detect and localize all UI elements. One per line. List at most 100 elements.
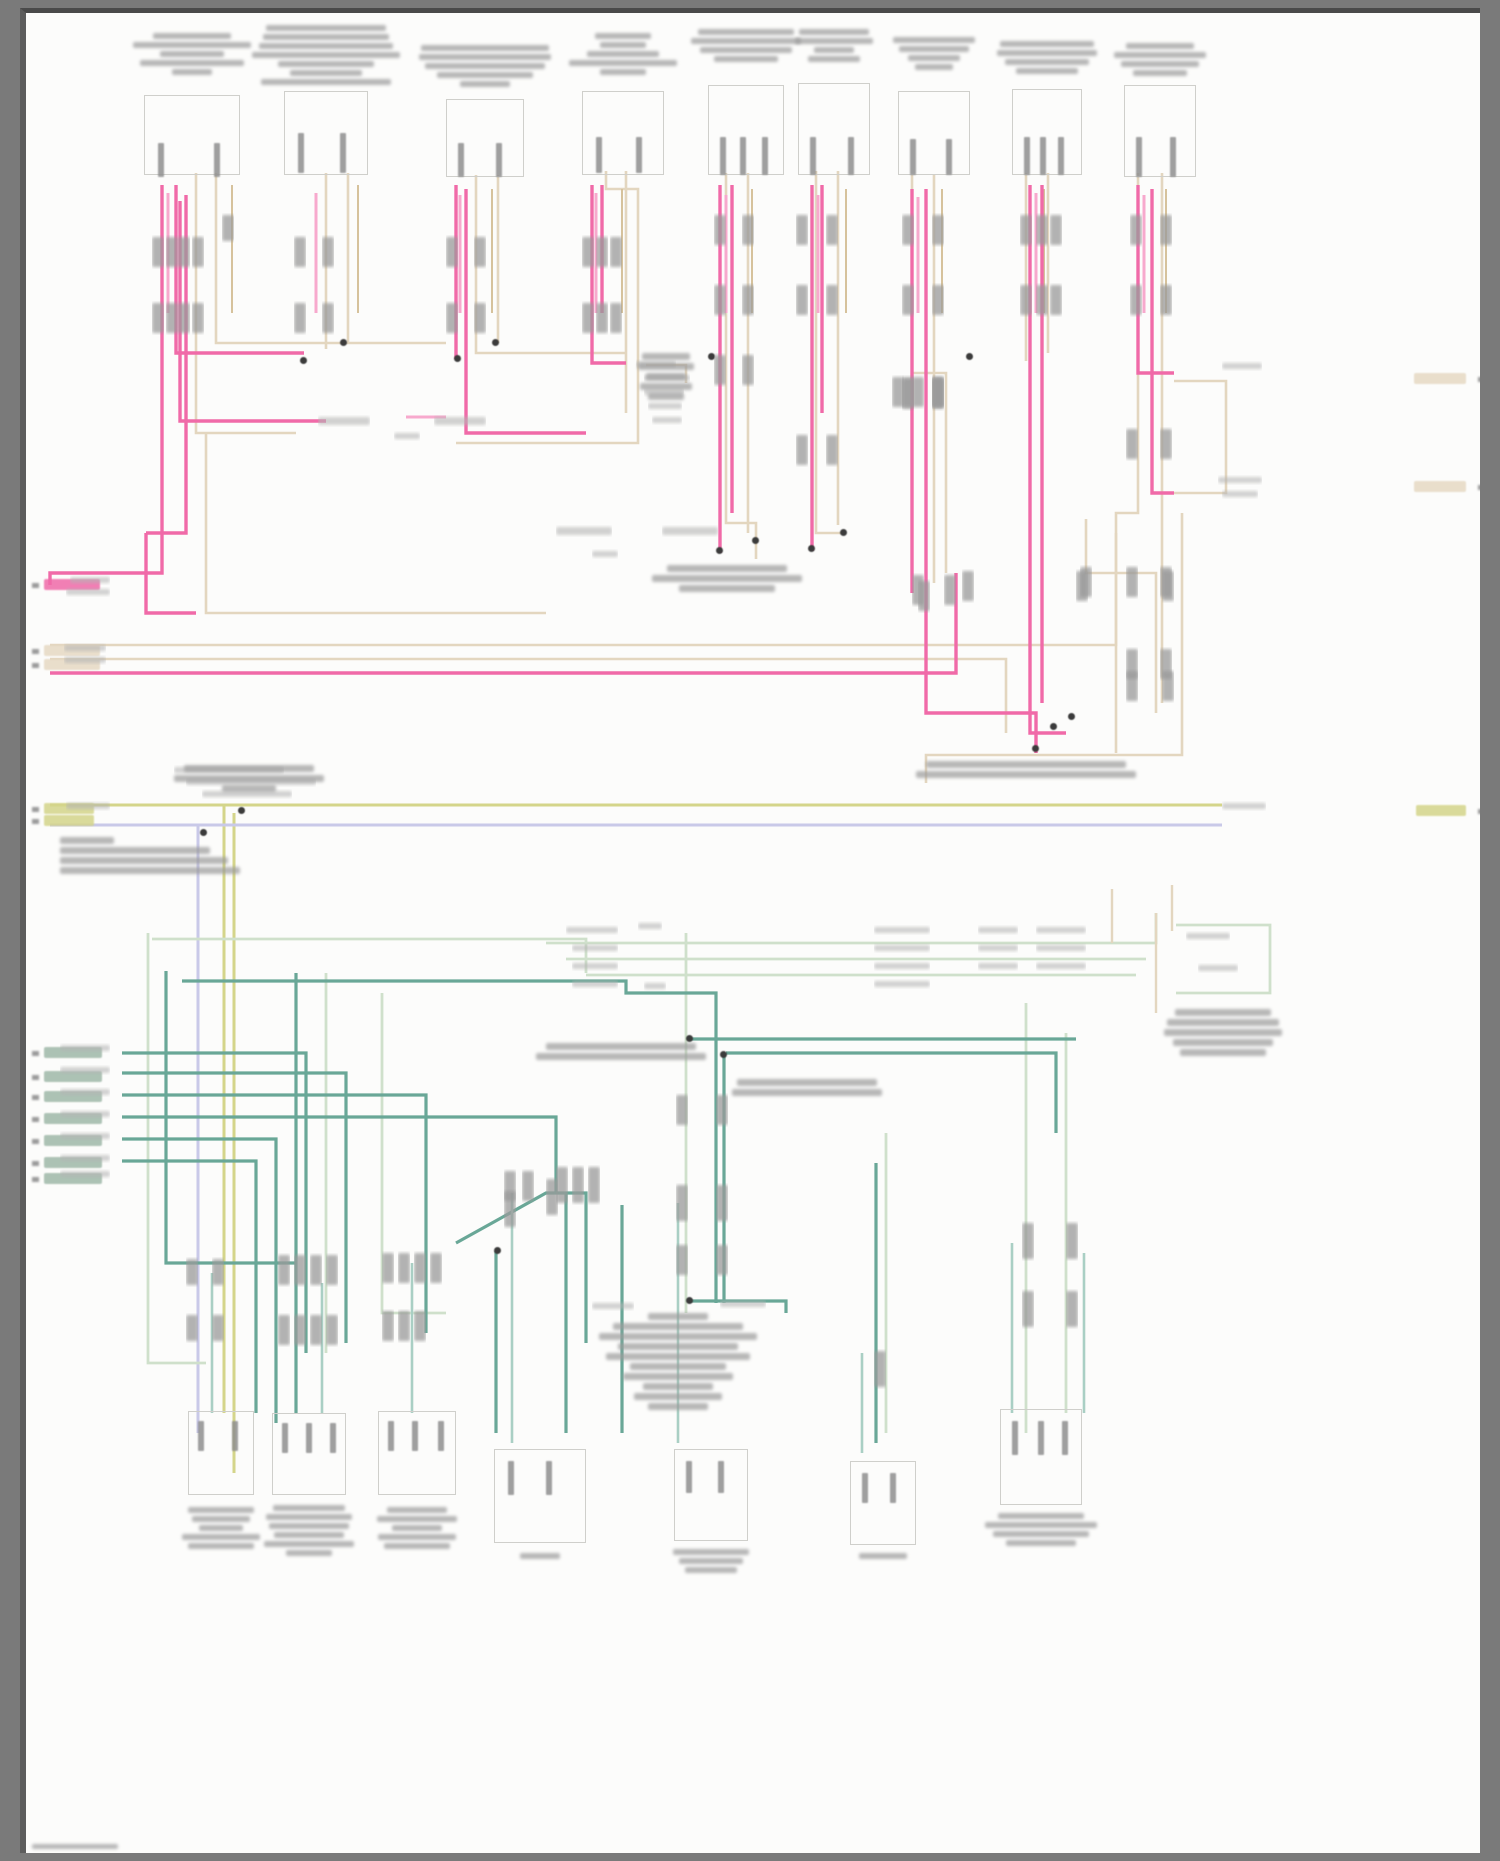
splice-node [300,357,307,364]
wire-code-label [546,1177,558,1217]
component-box[interactable] [708,85,784,175]
wire-code-label [826,283,838,317]
component-box[interactable] [284,91,368,175]
connector-pin [890,1473,896,1503]
wire-code-label [796,433,808,467]
component-box[interactable] [582,91,664,175]
component-caption [252,25,400,85]
connector-pin [232,1421,238,1451]
component-box[interactable] [898,91,970,175]
splice-node [716,547,723,554]
splice-node [808,545,815,552]
wire-callout-label [60,1065,110,1075]
component-box[interactable] [188,1411,254,1495]
annotation-mid-lower-b [732,1079,882,1096]
component-box[interactable] [1124,85,1196,177]
wire-code-label [902,213,914,247]
wire-code-label [1020,213,1032,247]
wire-code-label [1126,427,1138,461]
component-box[interactable] [378,1411,456,1495]
wire-code-label [382,1251,394,1285]
wire-code-label [932,375,944,409]
splice-node [340,339,347,346]
wire-code-label [1022,1221,1034,1261]
wire-code-label [610,235,622,269]
wire-code-label [398,1309,410,1343]
connector-pin [862,1473,868,1503]
component-caption [893,37,975,70]
splice-node [200,829,207,836]
wire-code-label [716,1243,728,1277]
wire-callout-label [1222,489,1258,499]
annotation-upper-mid [636,353,696,400]
wire-callout-label [60,1109,110,1119]
wire-code-label [742,213,754,247]
wire-code-label [1160,283,1172,317]
component-box[interactable] [674,1449,748,1541]
wire-callout-label [978,925,1018,935]
edge-connector-right[interactable] [1414,481,1466,492]
wire-code-label [1126,669,1138,703]
connector-pin [946,139,952,175]
splice-node [840,529,847,536]
connector-pin [1012,1421,1018,1455]
wire-code-label [1066,1221,1078,1261]
wire-code-label [222,213,234,243]
wire-callout-label [60,1153,110,1163]
wire-code-label [716,1093,728,1127]
connector-pin [686,1461,692,1493]
component-box[interactable] [144,95,240,175]
component-box[interactable] [446,99,524,177]
wire-callout-label [66,801,110,811]
wire-code-label [1076,569,1088,603]
wire-callout-label [1036,961,1086,971]
component-caption [795,29,873,62]
wire-code-label [796,213,808,247]
wire-callout-label [1198,963,1238,973]
wire-code-label [504,1189,516,1229]
wire-code-label [1066,1289,1078,1329]
wire-callout-label [874,943,930,953]
splice-node [708,353,715,360]
connector-pin [198,1421,204,1451]
connector-pin [596,137,602,173]
wire-code-label [192,301,204,335]
wire-code-label [322,235,334,269]
wire-callout-label [874,961,930,971]
wire-callout-label [1218,475,1262,485]
edge-connector-left-bus[interactable] [44,815,94,826]
footer-credit [32,1844,118,1849]
edge-connector-right[interactable] [1414,373,1466,384]
component-caption [264,1505,354,1556]
wire-code-label [582,301,594,335]
component-box[interactable] [272,1413,346,1495]
wire-code-label [1050,213,1062,247]
wire-code-label [714,213,726,247]
component-box[interactable] [850,1461,916,1545]
annotation-right-module [1164,1009,1282,1056]
component-box[interactable] [494,1449,586,1543]
splice-node [494,1247,501,1254]
wire-callout-label [572,979,618,989]
edge-connector-left-lower[interactable] [44,1071,102,1082]
wire-code-label [1050,283,1062,317]
connector-pin [340,133,346,173]
wire-code-label [1036,283,1048,317]
diagram-sheet [26,13,1480,1853]
component-caption [859,1553,907,1559]
wire-callout-label [644,981,666,991]
edge-connector-right-bus[interactable] [1416,805,1466,816]
connector-pin [298,133,304,173]
component-box[interactable] [1012,89,1082,175]
wire-callout-label [60,1043,110,1053]
wire-code-label [212,1257,224,1287]
connector-pin [1062,1421,1068,1455]
wire-code-label [186,1257,198,1287]
wire-code-label [294,1313,306,1347]
wire-callout-label [1036,943,1086,953]
component-box[interactable] [798,83,870,175]
component-box[interactable] [1000,1409,1082,1505]
wire-callout-label [566,925,618,935]
wire-code-label [714,283,726,317]
